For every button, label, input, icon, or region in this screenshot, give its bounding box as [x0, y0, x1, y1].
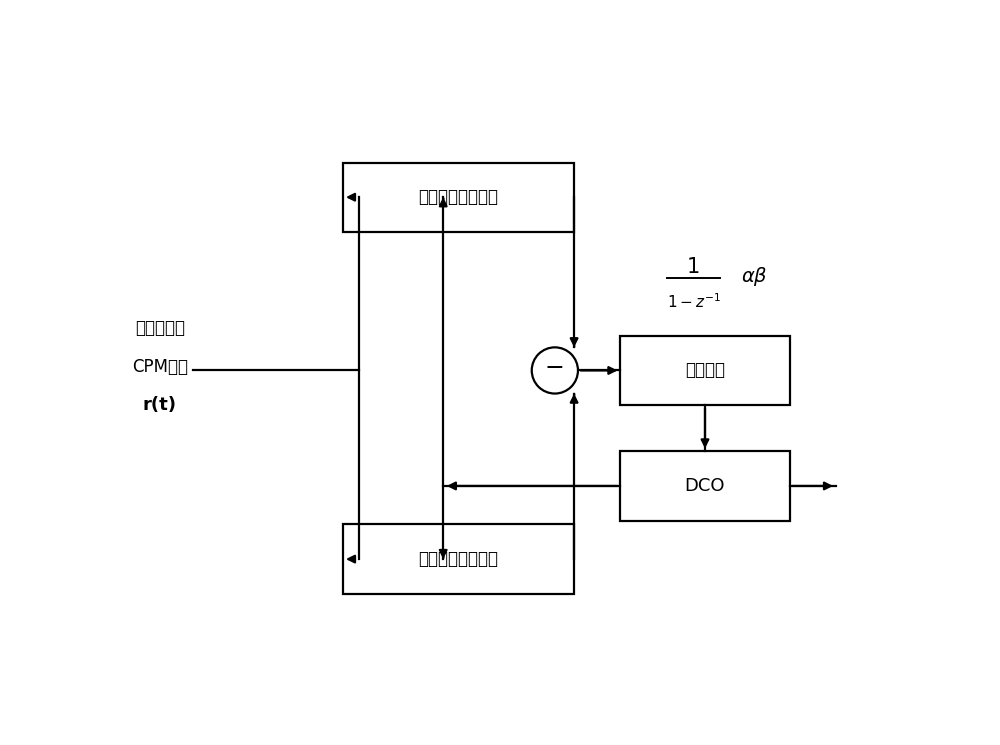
Bar — [343, 162, 574, 232]
Text: r(t): r(t) — [143, 396, 177, 414]
Bar — [620, 451, 790, 521]
Text: 滓后支路似然检测: 滓后支路似然检测 — [419, 550, 499, 568]
Text: $\alpha\beta$: $\alpha\beta$ — [741, 265, 768, 288]
Text: 接收的基带: 接收的基带 — [135, 319, 185, 337]
Text: 环路滤波: 环路滤波 — [685, 361, 725, 379]
Bar — [343, 524, 574, 594]
Text: 超前支路似然检测: 超前支路似然检测 — [419, 188, 499, 206]
Text: −: − — [545, 356, 565, 380]
Text: CPM信号: CPM信号 — [132, 358, 188, 375]
Bar — [620, 336, 790, 405]
Circle shape — [532, 347, 578, 393]
Text: $1-z^{-1}$: $1-z^{-1}$ — [667, 292, 720, 311]
Text: DCO: DCO — [685, 477, 725, 495]
Text: 1: 1 — [687, 256, 700, 276]
